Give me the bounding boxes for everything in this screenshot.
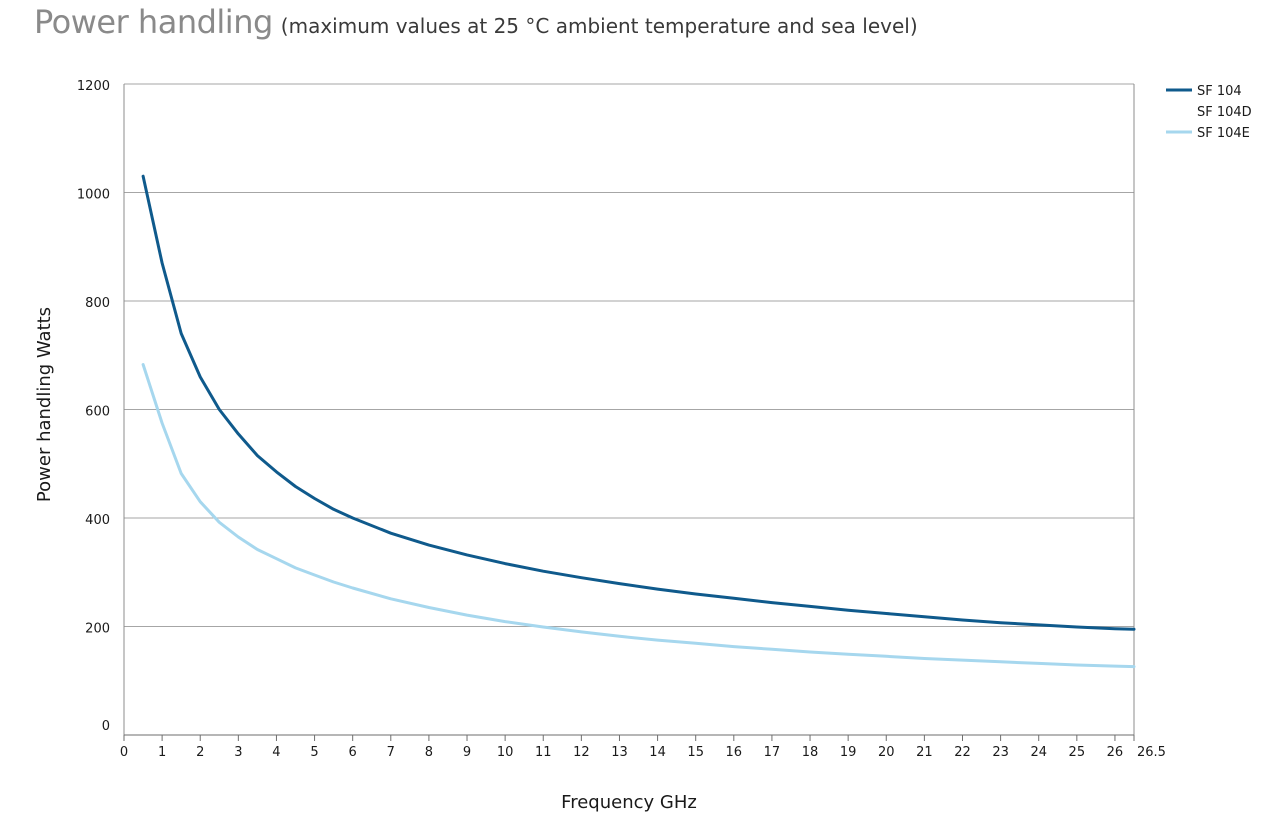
x-tick-label-10: 10 <box>497 745 514 760</box>
y-tick-label-400: 400 <box>85 513 110 528</box>
y-tick-label-200: 200 <box>85 622 110 637</box>
x-tick-label-15: 15 <box>687 745 704 760</box>
legend-label-sf-104e: SF 104E <box>1197 126 1250 141</box>
page-title: Power handling (maximum values at 25 °C a… <box>34 2 918 48</box>
x-tick-label-24: 24 <box>1030 745 1047 760</box>
y-tick-label-0: 0 <box>102 719 110 734</box>
x-tick-label-16: 16 <box>726 745 743 760</box>
title-note: (maximum values at 25 °C ambient tempera… <box>280 14 918 38</box>
x-tick-label-9: 9 <box>463 745 471 760</box>
series-line-sf-104 <box>141 174 1136 631</box>
x-tick-label-26: 26 <box>1107 745 1124 760</box>
x-axis-title: Frequency GHz <box>561 792 697 813</box>
x-tick-label-6: 6 <box>349 745 357 760</box>
x-tick-label-13: 13 <box>611 745 628 760</box>
title-main: Power handling <box>34 3 273 41</box>
x-tick-label-5: 5 <box>310 745 318 760</box>
x-tick-label-12: 12 <box>573 745 590 760</box>
y-tick-label-600: 600 <box>85 405 110 420</box>
x-tick-label-1: 1 <box>158 745 166 760</box>
x-tick-label-3: 3 <box>234 745 242 760</box>
x-tick-label-7: 7 <box>387 745 395 760</box>
x-tick-label-21: 21 <box>916 745 933 760</box>
x-tick-label-26.5: 26.5 <box>1137 745 1166 760</box>
legend-label-sf-104: SF 104 <box>1197 84 1242 99</box>
x-tick-label-14: 14 <box>649 745 666 760</box>
y-tick-label-1000: 1000 <box>77 188 110 203</box>
x-tick-label-23: 23 <box>992 745 1009 760</box>
x-tick-label-4: 4 <box>272 745 280 760</box>
x-tick-label-22: 22 <box>954 745 971 760</box>
x-tick-label-11: 11 <box>535 745 552 760</box>
x-tick-label-20: 20 <box>878 745 895 760</box>
x-tick-label-0: 0 <box>120 745 128 760</box>
y-tick-label-800: 800 <box>85 296 110 311</box>
x-tick-label-8: 8 <box>425 745 433 760</box>
legend-label-sf-104d: SF 104D <box>1197 105 1252 120</box>
y-tick-label-1200: 1200 <box>77 79 110 94</box>
x-tick-label-17: 17 <box>764 745 781 760</box>
x-tick-label-18: 18 <box>802 745 819 760</box>
y-axis-title: Power handling Watts <box>34 307 55 502</box>
x-tick-label-19: 19 <box>840 745 857 760</box>
series-line-sf-104e <box>141 363 1136 669</box>
x-tick-label-2: 2 <box>196 745 204 760</box>
x-tick-label-25: 25 <box>1069 745 1086 760</box>
